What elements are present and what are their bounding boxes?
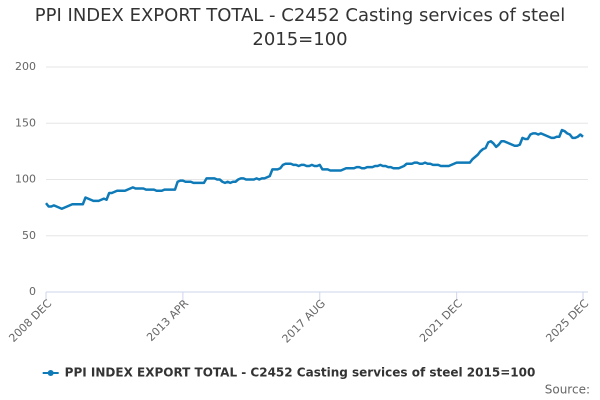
x-tick-label: 2017 AUG [280, 297, 329, 346]
data-line [45, 128, 584, 210]
x-tick-label: 2021 DEC [417, 297, 465, 345]
legend-label: PPI INDEX EXPORT TOTAL - C2452 Casting s… [65, 366, 536, 380]
x-tick-label: 2013 APR [144, 297, 191, 344]
y-tick-label: 100 [15, 173, 36, 186]
x-tick-label: 2025 DEC [543, 297, 591, 345]
legend-marker [47, 370, 54, 376]
x-tick-label: 2008 DEC [6, 297, 54, 345]
y-tick-label: 200 [15, 60, 36, 73]
y-tick-label: 50 [22, 229, 36, 242]
y-tick-label: 0 [29, 285, 36, 298]
chart-title: PPI INDEX EXPORT TOTAL - C2452 Casting s… [34, 5, 566, 50]
source: Source: [545, 383, 590, 397]
y-tick-label: 150 [15, 116, 36, 129]
